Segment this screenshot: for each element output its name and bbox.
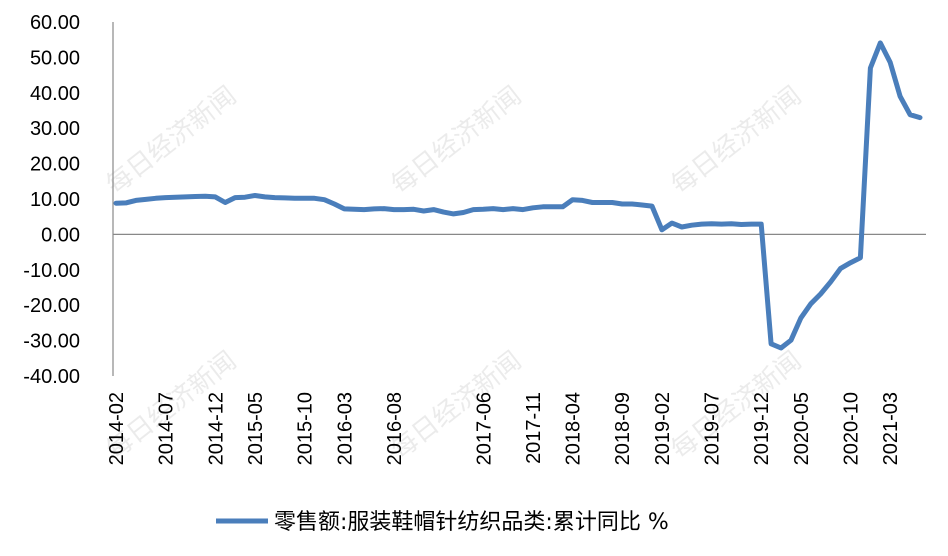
watermark-text: 每日经济新闻 (666, 81, 807, 201)
x-tick-label: 2015-05 (245, 392, 267, 465)
y-tick-label: 40.00 (30, 83, 80, 105)
x-tick-label: 2020-10 (841, 392, 863, 465)
x-tick-label: 2019-02 (652, 392, 674, 465)
x-tick-label: 2016-03 (334, 392, 356, 465)
x-tick-label: 2021-03 (880, 392, 902, 465)
x-axis-ticks: 2014-02 2014-07 2014-12 2015-05 2015-10 2016-… (106, 392, 902, 465)
y-tick-label: 30.00 (30, 118, 80, 140)
x-tick-label: 2019-12 (751, 392, 773, 465)
y-tick-label: -30.00 (23, 331, 80, 353)
y-tick-label: 60.00 (30, 12, 80, 34)
x-tick-label: 2015-10 (295, 392, 317, 465)
y-axis-ticks: 60.00 50.00 40.00 30.00 20.00 10.00 0.00 -10.00… (23, 12, 80, 388)
x-tick-label: 2014-12 (205, 392, 227, 465)
x-tick-label: 2020-05 (791, 392, 813, 465)
y-tick-label: 50.00 (30, 47, 80, 69)
x-tick-label: 2017-06 (473, 392, 495, 465)
watermark-text: 每日经济新闻 (386, 346, 527, 466)
watermark-text: 每日经济新闻 (666, 346, 807, 466)
x-tick-label: 2014-07 (156, 392, 178, 465)
x-tick-label: 2016-08 (384, 392, 406, 465)
x-tick-label: 2017-11 (523, 392, 545, 464)
watermark-text: 每日经济新闻 (386, 81, 527, 201)
y-tick-label: 20.00 (30, 154, 80, 176)
y-tick-label: -40.00 (23, 366, 80, 388)
x-tick-label: 2019-07 (702, 392, 724, 465)
x-tick-label: 2018-09 (612, 392, 634, 465)
y-tick-label: -10.00 (23, 260, 80, 282)
y-tick-label: -20.00 (23, 295, 80, 317)
x-tick-label: 2018-04 (563, 392, 585, 465)
legend-label: 零售额:服装鞋帽针纺织品类:累计同比 % (274, 510, 669, 535)
y-tick-label: 0.00 (41, 224, 80, 246)
watermark-text: 每日经济新闻 (101, 81, 242, 201)
legend: 零售额:服装鞋帽针纺织品类:累计同比 % (216, 510, 669, 535)
x-tick-label: 2014-02 (106, 392, 128, 465)
y-tick-label: 10.00 (30, 189, 80, 211)
series-line (113, 40, 923, 351)
